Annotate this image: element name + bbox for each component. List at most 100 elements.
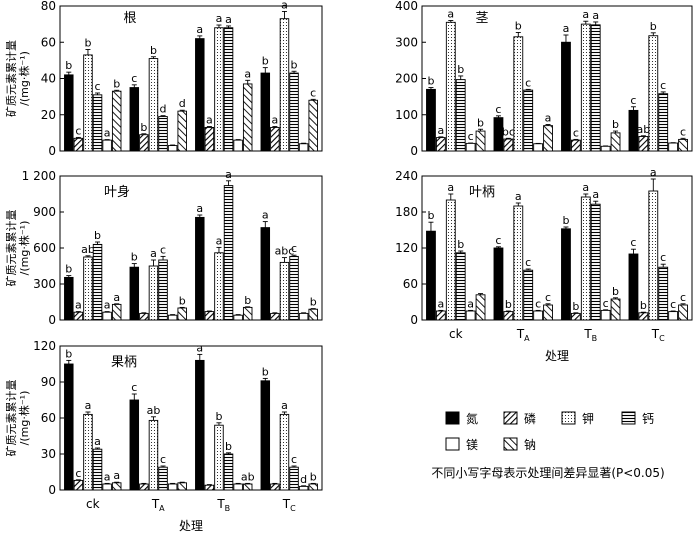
legend-swatch — [503, 411, 518, 425]
y-tick-label: 60 — [403, 277, 418, 291]
bar-1-TA-6 — [177, 110, 187, 152]
bar-5-TA-5 — [167, 483, 178, 491]
bar-3-TB-1 — [195, 216, 205, 321]
significance-label: b — [179, 294, 186, 307]
significance-label: d — [179, 97, 186, 110]
bar-2-TC-2 — [638, 136, 649, 152]
x-tick-label: TB — [216, 497, 230, 513]
bar-4-TB-3 — [580, 196, 591, 321]
bar-1-ck-4 — [92, 94, 103, 152]
bar-3-ck-1 — [64, 276, 74, 321]
bar-3-TB-4 — [223, 185, 234, 321]
y-tick-label: 1 200 — [22, 169, 56, 183]
significance-label: a — [447, 181, 454, 194]
legend-swatch — [445, 411, 460, 425]
significance-label: c — [291, 242, 297, 255]
bar-5-TC-1 — [260, 380, 271, 491]
bar-5-TB-4 — [223, 453, 234, 491]
y-tick-label: 40 — [41, 72, 56, 86]
significance-label: a — [272, 114, 279, 127]
x-tick-label: TA — [151, 497, 165, 513]
significance-label: a — [113, 469, 120, 482]
bar-2-TB-6 — [610, 132, 621, 152]
significance-label: a — [206, 114, 213, 127]
significance-label: c — [75, 124, 81, 137]
legend-label: 镁 — [466, 438, 478, 452]
legend-swatch — [445, 437, 460, 451]
bar-3-TC-2 — [270, 312, 280, 321]
panel-title: 叶柄 — [469, 185, 495, 200]
significance-label: a — [225, 168, 232, 181]
bar-2-TA-3 — [513, 36, 524, 152]
x-axis-label: 处理 — [179, 519, 203, 533]
bar-5-TC-5 — [298, 485, 309, 491]
y-tick-label: 90 — [41, 375, 56, 389]
bar-1-TB-3 — [214, 27, 224, 152]
bar-4-TA-5 — [533, 310, 544, 321]
significance-label: a — [244, 67, 251, 80]
bar-2-ck-3 — [445, 21, 456, 152]
significance-label: a — [563, 22, 570, 35]
bar-5-TB-5 — [233, 483, 243, 491]
panel-title: 茎 — [475, 11, 488, 26]
y-tick-label: 300 — [33, 277, 56, 291]
bar-1-TB-1 — [195, 38, 205, 152]
bar-4-TB-4 — [590, 203, 601, 321]
significance-label: b — [65, 347, 72, 360]
significance-label: b — [572, 300, 579, 313]
bar-4-TC-5 — [668, 311, 679, 321]
significance-label: c — [670, 298, 676, 311]
bar-3-TC-6 — [308, 308, 318, 321]
significance-label: a — [216, 12, 223, 25]
significance-label: a — [262, 209, 269, 222]
bar-4-TB-2 — [570, 312, 581, 321]
bar-1-TC-2 — [270, 126, 280, 152]
significance-label: a — [196, 341, 203, 354]
legend-label: 磷 — [524, 411, 536, 426]
legend-label: 钠 — [524, 437, 536, 452]
significance-label: bc — [502, 125, 515, 138]
significance-label: c — [630, 236, 636, 249]
bar-5-TC-6 — [308, 483, 318, 491]
y-tick-label: 60 — [41, 35, 56, 49]
bar-5-TA-2 — [139, 483, 149, 491]
bar-3-TC-1 — [260, 227, 271, 321]
significance-label: a — [225, 13, 232, 26]
bar-5-TC-3 — [279, 413, 290, 491]
significance-label: b — [515, 19, 522, 32]
y-tick-label: 0 — [410, 313, 418, 327]
bar-2-ck-6 — [475, 130, 486, 152]
bar-4-TB-1 — [561, 228, 571, 321]
bar-5-ck-1 — [64, 363, 74, 491]
bar-5-TA-4 — [158, 466, 168, 491]
bar-4-TC-6 — [678, 304, 688, 321]
bar-4-TA-3 — [513, 205, 524, 321]
bar-5-ck-5 — [102, 483, 112, 491]
significance-label: a — [447, 8, 454, 21]
significance-label: a — [216, 234, 223, 247]
bar-4-TC-2 — [638, 312, 649, 321]
legend-label: 钙 — [642, 412, 654, 426]
y-axis-unit: /(mg·株⁻¹) — [17, 221, 31, 276]
significance-label: ab — [147, 404, 161, 417]
significance-label: c — [495, 103, 501, 116]
bar-4-TA-4 — [523, 269, 534, 321]
significance-label: a — [150, 247, 157, 260]
significance-label: a — [281, 0, 288, 11]
bar-3-TA-1 — [129, 266, 140, 321]
bar-1-TC-4 — [289, 72, 299, 152]
bar-1-TB-6 — [242, 83, 253, 152]
legend-label: 氮 — [466, 411, 478, 426]
bar-5-TA-1 — [129, 399, 140, 491]
bar-3-TB-6 — [242, 306, 253, 321]
bar-1-TB-5 — [233, 139, 243, 152]
y-tick-label: 240 — [395, 169, 418, 183]
bar-1-ck-3 — [83, 54, 93, 152]
panel-title: 叶身 — [104, 184, 130, 200]
bar-1-TA-5 — [167, 145, 178, 152]
significance-label: a — [85, 399, 92, 412]
significance-label: b — [225, 440, 232, 453]
significance-label: c — [131, 381, 137, 394]
y-tick-label: 400 — [395, 0, 418, 13]
